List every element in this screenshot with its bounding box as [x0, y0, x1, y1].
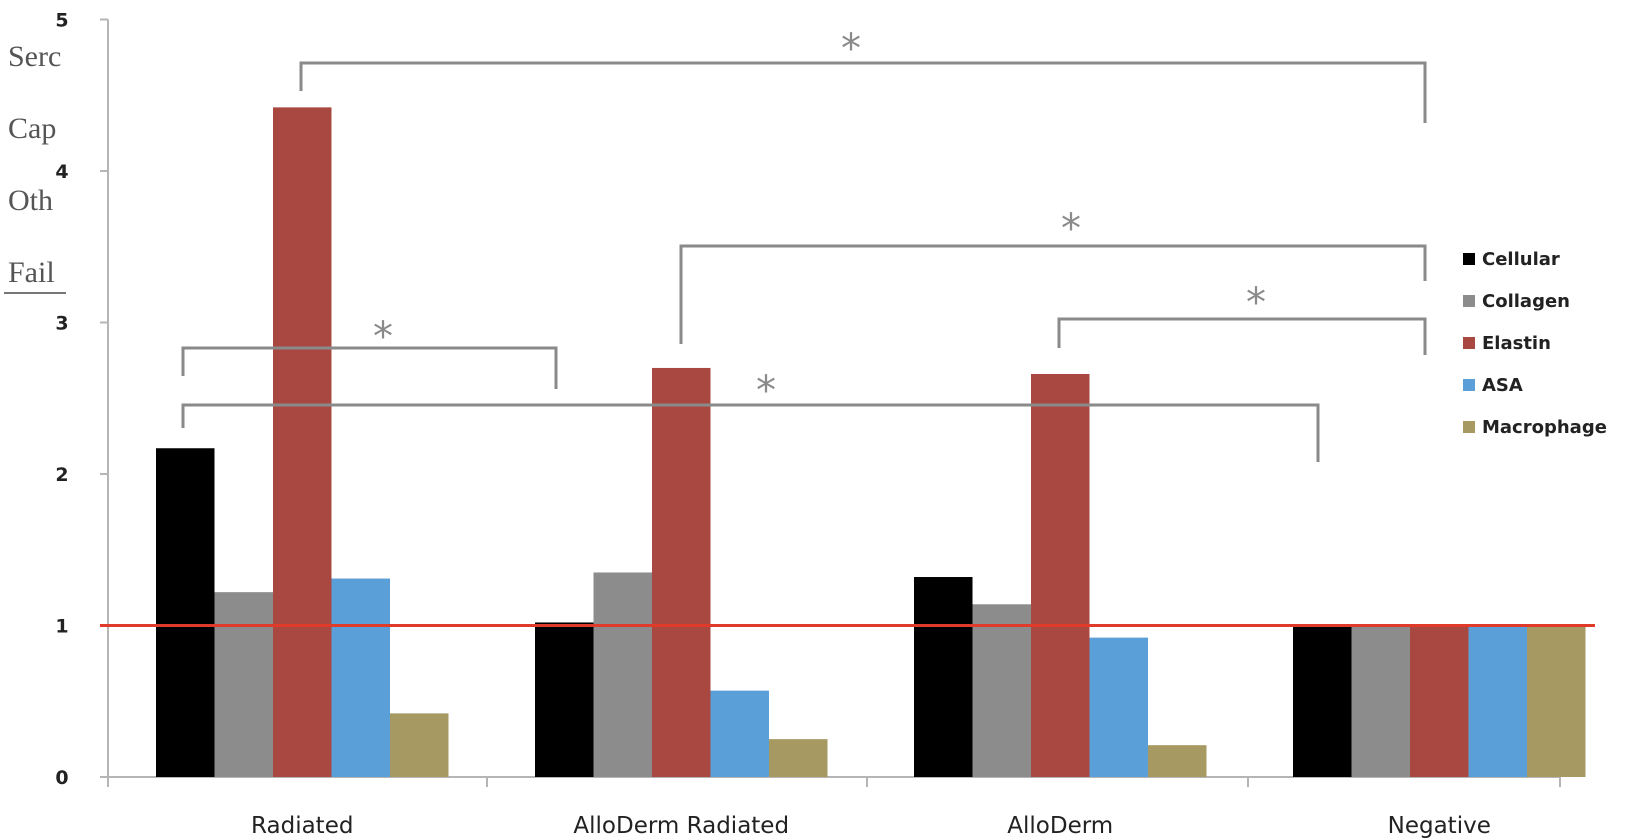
significance-star: *	[841, 26, 861, 72]
significance-star: *	[1246, 280, 1266, 326]
background-text-line-3: Oth	[8, 184, 53, 217]
x-category-label: AlloDerm	[1007, 813, 1113, 839]
background-text-line-4: Fail	[8, 256, 55, 289]
bar-collagen-3	[1351, 625, 1410, 777]
x-category-label: Radiated	[251, 813, 353, 839]
legend-label-cellular: Cellular	[1482, 249, 1560, 270]
bar-cellular-2	[914, 577, 973, 777]
significance-brackets: * * * * *	[181, 26, 1427, 462]
background-text-line-1: Serc	[8, 40, 61, 73]
bar-macrophage-2	[1148, 745, 1207, 777]
bar-elastin-2	[1031, 374, 1090, 777]
significance-bracket	[299, 61, 1427, 123]
bar-macrophage-3	[1527, 625, 1586, 777]
legend-label-elastin: Elastin	[1482, 333, 1551, 354]
bar-elastin-3	[1410, 625, 1469, 777]
y-tick-label: 1	[55, 616, 68, 638]
legend: Cellular Collagen Elastin ASA Macrophage	[1463, 249, 1607, 438]
bar-asa-3	[1468, 625, 1527, 777]
y-tick-label: 2	[55, 464, 68, 486]
bar-asa-0	[331, 578, 390, 777]
legend-swatch-elastin	[1463, 337, 1475, 349]
y-tick-label: 4	[55, 161, 68, 183]
y-tick-label: 0	[55, 767, 68, 789]
background-text-line-2: Cap	[8, 112, 56, 145]
bar-cellular-1	[535, 622, 594, 777]
bar-collagen-2	[972, 604, 1031, 777]
bar-collagen-0	[214, 592, 273, 777]
legend-label-macrophage: Macrophage	[1482, 417, 1607, 438]
legend-label-collagen: Collagen	[1482, 291, 1570, 312]
significance-star: *	[756, 368, 776, 414]
y-tick-label: 5	[55, 10, 68, 32]
significance-bracket	[181, 346, 558, 389]
background-text-fragments: Serc Cap Oth Fail	[4, 40, 66, 294]
legend-swatch-asa	[1463, 379, 1475, 391]
x-category-label: AlloDerm Radiated	[573, 813, 789, 839]
bar-collagen-1	[593, 572, 652, 777]
significance-bracket	[679, 244, 1427, 344]
y-tick-label: 3	[55, 313, 68, 335]
legend-swatch-macrophage	[1463, 421, 1475, 433]
significance-bracket	[1057, 317, 1427, 355]
bar-elastin-1	[652, 367, 711, 777]
bar-asa-2	[1089, 637, 1148, 777]
significance-bracket	[181, 403, 1320, 462]
bar-asa-1	[710, 690, 769, 777]
significance-star: *	[373, 314, 393, 360]
bar-macrophage-1	[769, 739, 828, 777]
bar-elastin-0	[273, 107, 332, 778]
legend-label-asa: ASA	[1482, 375, 1523, 396]
significance-star: *	[1061, 206, 1081, 252]
bar-cellular-0	[156, 448, 215, 777]
legend-swatch-collagen	[1463, 295, 1475, 307]
bars	[156, 107, 1586, 778]
legend-swatch-cellular	[1463, 253, 1475, 265]
bar-cellular-3	[1293, 625, 1352, 777]
bar-macrophage-0	[390, 713, 449, 777]
x-category-label: Negative	[1388, 813, 1491, 839]
